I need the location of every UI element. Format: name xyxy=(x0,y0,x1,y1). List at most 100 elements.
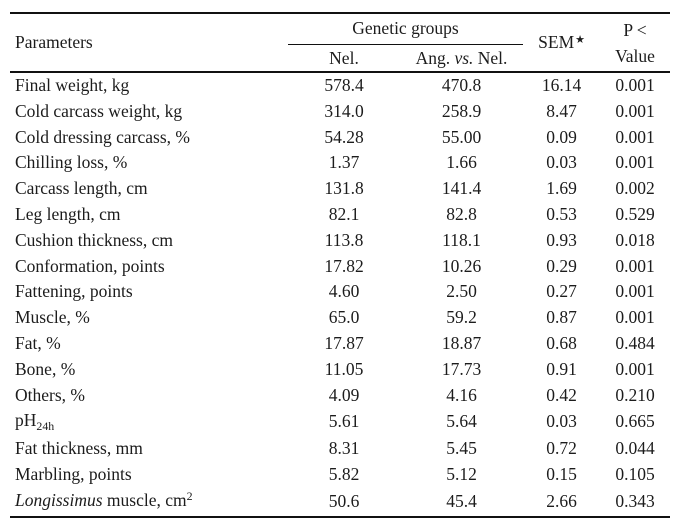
table-row: Bone, % 11.05 17.73 0.91 0.001 xyxy=(10,357,670,383)
parameter-cell: Cold dressing carcass, % xyxy=(15,126,190,147)
nel-value-cell: 8.31 xyxy=(328,438,360,459)
sem-value-cell: 0.27 xyxy=(546,281,577,302)
ang-value-cell: 141.4 xyxy=(441,178,482,199)
p-value-cell: 0.210 xyxy=(615,384,655,405)
sem-value-cell: 2.66 xyxy=(546,490,577,511)
table-row: Marbling, points 5.82 5.12 0.15 0.105 xyxy=(10,462,670,488)
p-value-cell: 0.001 xyxy=(615,255,655,276)
p-value-header-line2: Value xyxy=(615,45,655,66)
nel-value-cell: 17.82 xyxy=(324,255,364,276)
nel-value-cell: 113.8 xyxy=(324,229,364,250)
ang-value-cell: 17.73 xyxy=(441,358,482,379)
sem-value-cell: 0.42 xyxy=(546,384,577,405)
ang-label-vs: vs. xyxy=(454,47,474,68)
p-value-cell: 0.105 xyxy=(615,463,655,484)
table-row: Cold carcass weight, kg 314.0 258.9 8.47… xyxy=(10,99,670,125)
parameter-cell: Chilling loss, % xyxy=(15,152,128,173)
nel-value-cell: 5.82 xyxy=(328,463,360,484)
parameter-cell: Leg length, cm xyxy=(15,203,121,224)
nel-value-cell: 5.61 xyxy=(328,411,360,432)
p-value-cell: 0.343 xyxy=(615,490,655,511)
table-row: pH24h 5.61 5.64 0.03 0.665 xyxy=(10,408,670,436)
ang-value-cell: 45.4 xyxy=(446,490,477,511)
nel-value-cell: 578.4 xyxy=(324,75,364,95)
table-row: Carcass length, cm 131.8 141.4 1.69 0.00… xyxy=(10,176,670,202)
table-row: Leg length, cm 82.1 82.8 0.53 0.529 xyxy=(10,202,670,228)
parameter-cell: Conformation, points xyxy=(15,255,165,276)
p-value-cell: 0.018 xyxy=(615,229,655,250)
p-value-cell: 0.001 xyxy=(615,100,655,121)
sem-value-cell: 1.69 xyxy=(546,178,577,199)
table-row: Others, % 4.09 4.16 0.42 0.210 xyxy=(10,383,670,409)
sem-value-cell: 0.68 xyxy=(546,332,577,353)
p-value-cell: 0.044 xyxy=(615,438,655,459)
table-row: Fattening, points 4.60 2.50 0.27 0.001 xyxy=(10,279,670,305)
table-row: Final weight, kg 578.4 470.8 16.14 0.001 xyxy=(10,72,670,99)
table-row: Chilling loss, % 1.37 1.66 0.03 0.001 xyxy=(10,150,670,176)
results-table: Parameters Genetic groups SEM★ P < Value… xyxy=(10,12,670,518)
table-row: Cushion thickness, cm 113.8 118.1 0.93 0… xyxy=(10,228,670,254)
nel-value-cell: 4.09 xyxy=(328,384,360,405)
header-genetic-groups: Genetic groups xyxy=(288,13,523,45)
header-nel: Nel. xyxy=(329,47,359,68)
parameter-cell: Bone, % xyxy=(15,358,76,379)
sem-value-cell: 8.47 xyxy=(546,100,577,121)
p-value-cell: 0.001 xyxy=(615,75,655,95)
ang-value-cell: 2.50 xyxy=(446,281,477,302)
nel-value-cell: 1.37 xyxy=(328,152,360,173)
ang-value-cell: 258.9 xyxy=(441,100,482,121)
sem-value-cell: 16.14 xyxy=(541,75,582,95)
p-value-cell: 0.665 xyxy=(615,411,655,432)
sem-value-cell: 0.03 xyxy=(546,152,577,173)
ang-value-cell: 5.12 xyxy=(446,463,477,484)
ang-value-cell: 10.26 xyxy=(441,255,482,276)
nel-value-cell: 11.05 xyxy=(324,358,364,379)
sem-star-marker: ★ xyxy=(575,34,585,47)
sem-value-cell: 0.29 xyxy=(546,255,577,276)
sem-value-cell: 0.09 xyxy=(546,126,577,147)
parameter-cell: Others, % xyxy=(15,384,85,405)
ang-value-cell: 82.8 xyxy=(446,203,477,224)
parameter-cell: Fat, % xyxy=(15,332,61,353)
sem-value-cell: 0.03 xyxy=(546,411,577,432)
sem-value-cell: 0.53 xyxy=(546,203,577,224)
header-p-value: P < Value xyxy=(600,13,670,72)
ang-value-cell: 5.64 xyxy=(446,411,477,432)
ang-value-cell: 5.45 xyxy=(446,438,477,459)
parameter-cell: Longissimus muscle, cm2 xyxy=(15,489,193,510)
paper-table-figure: Parameters Genetic groups SEM★ P < Value… xyxy=(10,12,670,518)
ang-value-cell: 470.8 xyxy=(441,75,482,95)
parameter-cell: Cushion thickness, cm xyxy=(15,229,173,250)
parameter-cell: Fat thickness, mm xyxy=(15,438,143,459)
p-value-cell: 0.002 xyxy=(615,178,655,199)
sem-value-cell: 0.87 xyxy=(546,307,577,328)
sem-value-cell: 0.72 xyxy=(546,438,577,459)
ang-value-cell: 4.16 xyxy=(446,384,477,405)
nel-value-cell: 82.1 xyxy=(328,203,360,224)
parameter-cell: Fattening, points xyxy=(15,281,133,302)
parameter-cell: pH24h xyxy=(15,410,55,433)
nel-value-cell: 50.6 xyxy=(328,490,360,511)
parameter-cell: Final weight, kg xyxy=(15,75,130,95)
nel-value-cell: 54.28 xyxy=(324,126,364,147)
nel-value-cell: 4.60 xyxy=(328,281,360,302)
parameter-cell: Carcass length, cm xyxy=(15,178,148,199)
nel-value-cell: 17.87 xyxy=(324,332,364,353)
table-row: Fat, % 17.87 18.87 0.68 0.484 xyxy=(10,331,670,357)
nel-value-cell: 131.8 xyxy=(324,178,364,199)
ang-label-suffix: Nel. xyxy=(473,47,508,68)
ang-value-cell: 18.87 xyxy=(441,332,482,353)
nel-value-cell: 65.0 xyxy=(328,307,360,328)
header-ang-vs-nel: Ang. vs. Nel. xyxy=(400,45,523,73)
sem-label: SEM xyxy=(538,32,575,52)
p-value-cell: 0.001 xyxy=(615,307,655,328)
table-row: Fat thickness, mm 8.31 5.45 0.72 0.044 xyxy=(10,436,670,462)
table-header: Parameters Genetic groups SEM★ P < Value… xyxy=(10,13,670,72)
sem-value-cell: 0.91 xyxy=(546,358,577,379)
header-sem: SEM★ xyxy=(523,13,600,72)
p-value-cell: 0.484 xyxy=(615,332,655,353)
sem-value-cell: 0.93 xyxy=(546,229,577,250)
table-row: Longissimus muscle, cm2 50.6 45.4 2.66 0… xyxy=(10,488,670,517)
table-row: Muscle, % 65.0 59.2 0.87 0.001 xyxy=(10,305,670,331)
p-value-cell: 0.001 xyxy=(615,358,655,379)
